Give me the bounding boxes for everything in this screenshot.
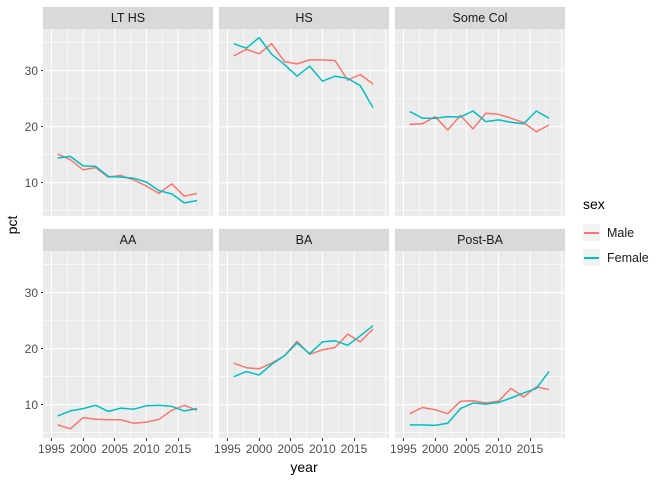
facet-plot-area [219,29,389,216]
x-axis-tick-label: 2005 [277,442,305,456]
facet-plot-area [219,251,389,438]
facet-strip-label: HS [219,7,389,29]
x-axis-tick [434,438,436,441]
x-axis-tick-label: 1995 [390,442,417,456]
facet-strip-label: Some Col [395,7,565,29]
legend-key-male [583,224,600,241]
facet-strip-label: AA [43,229,213,251]
x-axis-tick-label: 2015 [516,442,544,456]
x-axis-tick-label: 1995 [38,442,65,456]
x-axis-tick [114,438,116,441]
x-axis-tick-label: 2010 [132,442,160,456]
line-male [409,386,550,415]
legend-entry-male: Male [583,224,649,241]
x-axis-tick [177,438,179,441]
legend-title: sex [583,196,605,212]
x-axis-tick-label: 2000 [69,442,97,456]
female-line-swatch [584,256,599,259]
facet-panel-lt-hs: LT HS [43,7,213,216]
facet-panel-aa: AA [43,229,213,438]
x-axis-tick [353,438,355,441]
x-axis-tick-label: 2000 [245,442,273,456]
x-axis-tick [529,438,531,441]
legend-label-female: Female [607,250,649,265]
facet-plot-area [43,251,213,438]
x-axis-tick-label: 2015 [164,442,192,456]
y-axis-tick-label: 30 [24,285,38,300]
y-axis-tick-label: 10 [24,397,38,412]
line-female [409,110,550,125]
x-axis-tick [290,438,292,441]
facet-panel-hs: HS [219,7,389,216]
x-axis-tick-label: 2010 [308,442,336,456]
y-axis-tick-label: 10 [24,175,38,190]
x-axis-tick-label: 2010 [484,442,512,456]
x-axis-tick [321,438,323,441]
x-axis-tick [82,438,84,441]
x-axis-tick-label: 1995 [214,442,241,456]
y-axis-tick-label: 20 [24,341,38,356]
x-axis-tick [497,438,499,441]
y-axis-tick [40,348,43,350]
facet-panel-ba: BA [219,229,389,438]
x-axis-tick-label: 2015 [340,442,368,456]
line-male [57,404,198,430]
y-axis-tick [40,404,43,406]
facet-panel-some-col: Some Col [395,7,565,216]
facet-strip-label: Post-BA [395,229,565,251]
facet-plot-area [43,29,213,216]
x-axis-tick [258,438,260,441]
y-axis-tick [40,292,43,294]
legend-key-female [583,249,600,266]
facet-strip-label: LT HS [43,7,213,29]
line-female [233,36,374,108]
y-axis-tick-label: 20 [24,119,38,134]
x-axis-tick-label: 2005 [453,442,481,456]
line-female [409,371,550,427]
legend-label-male: Male [607,225,635,240]
line-male [57,153,198,197]
x-axis-tick [50,438,52,441]
line-male [233,42,374,85]
x-axis-tick-label: 2005 [101,442,129,456]
legend: sex Male Female [583,196,649,274]
facet-plot-area [395,29,565,216]
y-axis-tick [40,182,43,184]
x-axis-tick [226,438,228,441]
y-axis-title: pct [4,215,20,235]
legend-entry-female: Female [583,249,649,266]
x-axis-title: year [290,459,318,475]
line-female [57,155,198,204]
y-axis-tick-label: 30 [24,63,38,78]
x-axis-tick [466,438,468,441]
line-female [57,404,198,417]
male-line-swatch [584,231,599,234]
y-axis-tick [40,70,43,72]
x-axis-tick [145,438,147,441]
facet-plot-area [395,251,565,438]
y-axis-tick [40,126,43,128]
x-axis-tick-label: 2000 [421,442,449,456]
facet-panel-post-ba: Post-BA [395,229,565,438]
line-female [233,325,374,378]
facet-strip-label: BA [219,229,389,251]
x-axis-tick [402,438,404,441]
